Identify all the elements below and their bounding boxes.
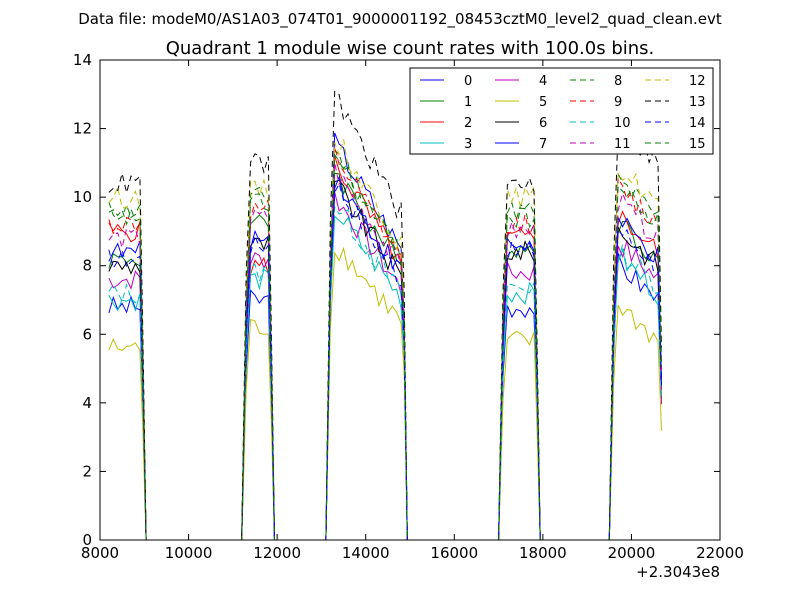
- axis-ticks: 8000 10000 12000 14000 16000 18000 20000 22000 0…: [73, 51, 744, 562]
- legend-label-10: 10: [614, 116, 631, 131]
- x-tick-label: 12000: [253, 544, 301, 562]
- y-tick-label: 2: [82, 462, 92, 480]
- legend-label-9: 9: [614, 95, 622, 110]
- legend-label-12: 12: [689, 74, 706, 89]
- x-tick-label: 16000: [430, 544, 478, 562]
- x-tick-label: 20000: [608, 544, 656, 562]
- series-line-15: [108, 153, 662, 541]
- chart-title: Quadrant 1 module wise count rates with …: [166, 38, 655, 59]
- legend-label-3: 3: [464, 137, 472, 152]
- legend-label-1: 1: [464, 95, 472, 110]
- legend-label-5: 5: [539, 95, 547, 110]
- legend-label-2: 2: [464, 116, 472, 131]
- y-tick-label: 4: [82, 394, 92, 412]
- x-tick-label: 14000: [342, 544, 390, 562]
- x-tick-label: 22000: [696, 544, 744, 562]
- legend-label-14: 14: [689, 116, 706, 131]
- legend-label-8: 8: [614, 74, 622, 89]
- plot-lines: [108, 90, 662, 541]
- legend-label-6: 6: [539, 116, 547, 131]
- y-tick-label: 0: [82, 531, 92, 549]
- x-tick-label: 18000: [519, 544, 567, 562]
- legend-label-0: 0: [464, 74, 472, 89]
- legend-label-4: 4: [539, 74, 547, 89]
- legend-box: [409, 67, 714, 155]
- x-tick-label: 8000: [81, 544, 119, 562]
- y-tick-label: 14: [73, 51, 92, 69]
- axes-frame: [99, 59, 721, 541]
- legend-label-15: 15: [689, 137, 706, 152]
- y-tick-label: 12: [73, 120, 92, 138]
- series-line-10: [108, 205, 662, 541]
- series-line-8: [108, 149, 662, 541]
- y-tick-label: 8: [82, 257, 92, 275]
- y-tick-label: 6: [82, 325, 92, 343]
- x-tick-label: 10000: [165, 544, 213, 562]
- chart-suptitle: Data file: modeM0/AS1A03_074T01_90000011…: [78, 10, 722, 29]
- series-line-12: [108, 139, 662, 541]
- legend-label-11: 11: [614, 137, 631, 152]
- legend-label-7: 7: [539, 137, 547, 152]
- x-offset-label: +2.3043e8: [636, 563, 720, 581]
- legend-label-13: 13: [689, 95, 706, 110]
- y-tick-label: 10: [73, 188, 92, 206]
